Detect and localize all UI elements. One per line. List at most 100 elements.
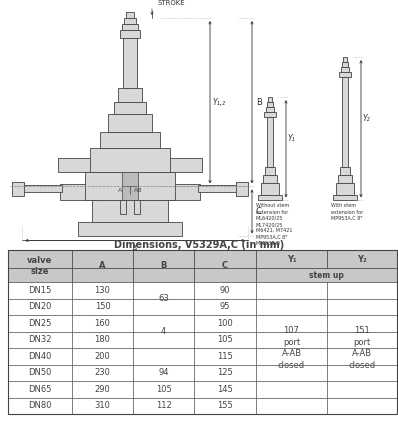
Bar — [342, 62, 348, 67]
Text: 4: 4 — [161, 327, 166, 336]
Bar — [8, 250, 397, 414]
Bar — [8, 381, 72, 397]
Bar — [58, 159, 96, 173]
Bar — [267, 102, 273, 107]
Bar — [126, 12, 134, 18]
Bar — [72, 298, 133, 315]
Bar — [338, 176, 352, 183]
Bar — [133, 332, 194, 348]
Bar — [90, 148, 170, 173]
Text: DN40: DN40 — [28, 352, 52, 361]
Bar — [263, 176, 277, 183]
Bar — [194, 381, 256, 397]
Text: stem up: stem up — [309, 270, 344, 280]
Bar — [256, 282, 327, 298]
Bar — [8, 268, 72, 282]
Bar — [256, 365, 327, 381]
Bar — [236, 182, 248, 196]
Bar — [8, 332, 72, 348]
Bar — [342, 77, 348, 167]
Bar — [122, 24, 138, 30]
Bar — [8, 298, 72, 315]
Bar — [133, 250, 194, 268]
Bar — [256, 381, 327, 397]
Bar — [8, 282, 72, 298]
Bar — [256, 298, 327, 315]
Bar — [267, 117, 273, 167]
Text: Y₁: Y₁ — [287, 255, 297, 264]
Bar — [12, 182, 24, 196]
Bar — [134, 201, 140, 215]
Bar — [256, 268, 397, 282]
Text: With stem
extension for
MP953A,C 8": With stem extension for MP953A,C 8" — [331, 204, 363, 221]
Text: 230: 230 — [95, 368, 110, 377]
Text: 180: 180 — [95, 335, 110, 344]
Bar — [336, 183, 354, 196]
Text: 105: 105 — [156, 385, 172, 394]
Bar — [72, 365, 133, 381]
Bar — [133, 298, 194, 315]
Bar — [194, 348, 256, 365]
Bar — [8, 365, 72, 381]
Text: DN20: DN20 — [28, 302, 52, 311]
Text: 63: 63 — [158, 294, 169, 303]
Text: Y₂: Y₂ — [357, 255, 367, 264]
Bar — [194, 282, 256, 298]
Bar — [194, 298, 256, 315]
Text: AB: AB — [134, 188, 142, 193]
Text: C: C — [222, 261, 228, 270]
Bar — [343, 57, 347, 62]
Text: valve
size: valve size — [27, 256, 53, 276]
Text: 310: 310 — [95, 401, 110, 410]
Bar — [8, 250, 72, 268]
Bar — [327, 298, 397, 315]
Bar — [164, 159, 202, 173]
Text: C: C — [256, 207, 262, 216]
Bar — [72, 315, 133, 332]
Bar — [108, 114, 152, 132]
Text: 125: 125 — [217, 368, 233, 377]
Text: 160: 160 — [95, 319, 110, 328]
Bar — [341, 67, 349, 72]
Text: B: B — [160, 261, 167, 270]
Text: DN50: DN50 — [28, 368, 52, 377]
Bar — [122, 173, 138, 187]
Bar — [327, 315, 397, 332]
Bar — [100, 132, 160, 148]
Bar — [256, 250, 327, 268]
Text: DN80: DN80 — [28, 401, 52, 410]
Bar — [72, 332, 133, 348]
Bar — [258, 196, 282, 201]
Bar — [266, 107, 274, 112]
Bar — [194, 315, 256, 332]
Bar — [72, 250, 133, 268]
Bar — [264, 112, 276, 117]
Bar — [72, 381, 133, 397]
Bar — [120, 30, 140, 38]
Text: 100: 100 — [217, 319, 233, 328]
Text: 90: 90 — [220, 286, 230, 295]
Bar — [133, 348, 194, 365]
Text: 95: 95 — [220, 302, 230, 311]
Text: Dimensions, V5329A,C (in mm): Dimensions, V5329A,C (in mm) — [114, 240, 284, 250]
Text: STROKE: STROKE — [158, 0, 185, 6]
Bar — [268, 97, 272, 102]
Text: 155: 155 — [217, 401, 233, 410]
Bar — [22, 185, 62, 193]
Bar — [85, 173, 175, 201]
Bar — [194, 332, 256, 348]
Text: Y₁: Y₁ — [288, 134, 296, 143]
Bar — [162, 184, 200, 201]
Bar — [133, 315, 194, 332]
Bar — [133, 282, 194, 298]
Bar — [133, 397, 194, 414]
Bar — [78, 222, 182, 236]
Bar — [120, 201, 126, 215]
Bar — [8, 397, 72, 414]
Bar — [327, 397, 397, 414]
Text: Y₁,₂: Y₁,₂ — [213, 98, 226, 107]
Bar — [72, 348, 133, 365]
Bar — [327, 332, 397, 348]
Bar — [122, 187, 138, 201]
Bar — [194, 397, 256, 414]
